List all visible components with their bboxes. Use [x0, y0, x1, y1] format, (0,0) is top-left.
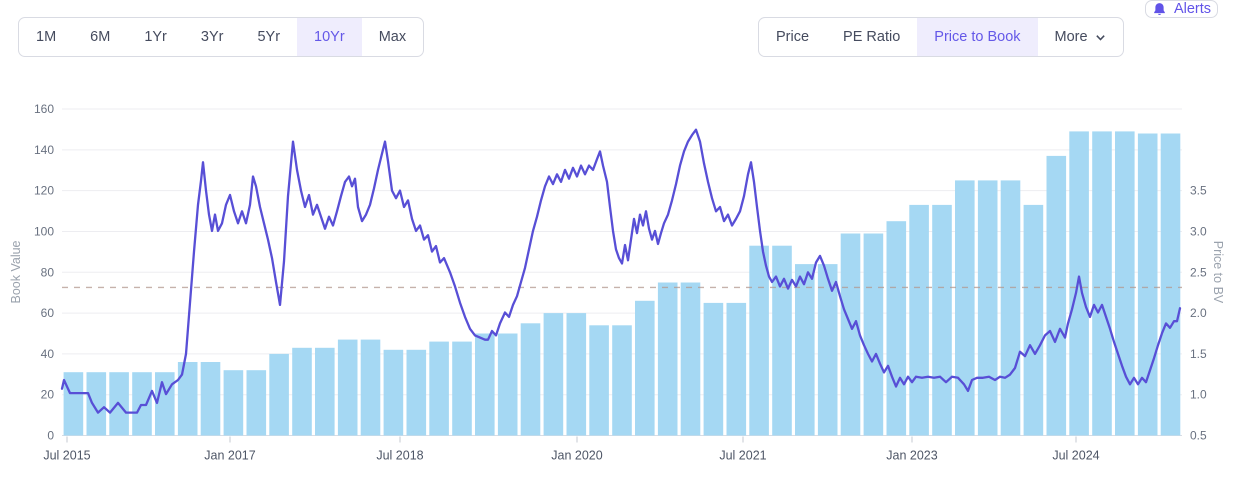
range-3yr[interactable]: 3Yr — [200, 29, 224, 45]
book-value-bar[interactable] — [1115, 131, 1135, 436]
left-axis-tick: 0 — [47, 429, 54, 443]
book-value-bar[interactable] — [589, 325, 609, 436]
book-value-bar[interactable] — [1092, 131, 1112, 436]
chevron-down-icon — [1095, 34, 1105, 41]
tab-pe-ratio[interactable]: PE Ratio — [843, 29, 901, 45]
book-value-bar[interactable] — [520, 323, 541, 436]
x-axis-label: Jul 2021 — [719, 449, 766, 463]
book-value-bar[interactable] — [497, 333, 518, 436]
left-axis-tick: 100 — [34, 224, 54, 238]
book-value-bar[interactable] — [932, 204, 952, 436]
book-value-bar[interactable] — [543, 313, 564, 436]
book-value-bar[interactable] — [429, 341, 449, 436]
left-axis-tick: 80 — [41, 265, 55, 279]
book-value-bar[interactable] — [1160, 133, 1181, 436]
x-axis-label: Jan 2023 — [886, 449, 937, 463]
book-value-bar[interactable] — [63, 372, 84, 436]
x-axis-label: Jul 2024 — [1052, 449, 1099, 463]
x-axis-label: Jan 2017 — [204, 449, 255, 463]
right-axis-tick: 2.0 — [1190, 306, 1207, 320]
book-value-bar[interactable] — [86, 372, 107, 436]
book-value-bar[interactable] — [223, 370, 244, 436]
tab-price[interactable]: Price — [776, 29, 810, 45]
left-axis-tick: 160 — [34, 102, 54, 116]
book-value-bar[interactable] — [977, 180, 998, 436]
range-max[interactable]: Max — [378, 29, 407, 45]
book-value-bar[interactable] — [566, 313, 587, 436]
right-axis-tick: 1.5 — [1190, 347, 1207, 361]
alerts-label: Alerts — [1173, 1, 1212, 17]
time-range-selector: 1M 6M 1Yr 3Yr 5Yr 10Yr Max — [18, 17, 425, 57]
book-value-bar[interactable] — [863, 233, 884, 436]
range-1m[interactable]: 1M — [36, 29, 57, 45]
book-value-bar[interactable] — [1023, 204, 1044, 436]
book-value-bar[interactable] — [246, 370, 267, 436]
book-value-bar[interactable] — [749, 245, 769, 436]
book-value-bar[interactable] — [840, 233, 861, 436]
left-axis-tick: 120 — [34, 184, 54, 198]
book-value-bar[interactable] — [269, 353, 289, 436]
book-value-bar[interactable] — [452, 341, 472, 436]
more-menu[interactable]: More — [1038, 18, 1123, 56]
book-value-bar[interactable] — [703, 302, 724, 436]
book-value-bar[interactable] — [817, 264, 838, 436]
right-axis-tick: 2.5 — [1190, 265, 1207, 279]
book-value-bar[interactable] — [155, 372, 175, 436]
book-value-bar[interactable] — [200, 362, 221, 436]
book-value-bar[interactable] — [1137, 133, 1158, 436]
book-value-bar[interactable] — [909, 204, 929, 436]
book-value-bar[interactable] — [337, 339, 358, 436]
x-axis-label: Jan 2020 — [551, 449, 602, 463]
book-value-bar[interactable] — [955, 180, 975, 436]
right-axis-tick: 3.0 — [1190, 224, 1207, 238]
left-axis-tick: 60 — [41, 306, 55, 320]
alerts-button[interactable]: Alerts — [1145, 0, 1218, 18]
right-axis-tick: 1.0 — [1190, 388, 1207, 402]
left-axis-tick: 40 — [41, 347, 55, 361]
book-value-bar[interactable] — [612, 325, 632, 436]
book-value-bar[interactable] — [726, 302, 747, 436]
book-value-bar[interactable] — [635, 300, 655, 436]
range-10yr[interactable]: 10Yr — [297, 18, 362, 56]
book-value-bar[interactable] — [1000, 180, 1021, 436]
metric-tabs: Price PE Ratio Price to Book More — [758, 17, 1124, 57]
book-value-bar[interactable] — [886, 221, 907, 436]
tab-price-to-book[interactable]: Price to Book — [917, 18, 1038, 56]
book-value-bar[interactable] — [795, 264, 815, 436]
x-axis-label: Jul 2018 — [376, 449, 423, 463]
range-5yr[interactable]: 5Yr — [257, 29, 281, 45]
book-value-bar[interactable] — [292, 347, 312, 436]
left-axis-tick: 140 — [34, 143, 54, 157]
range-6m[interactable]: 6M — [90, 29, 111, 45]
left-axis-title: Book Value — [9, 240, 23, 303]
right-axis-title: Price to BV — [1211, 241, 1225, 304]
book-value-bar[interactable] — [680, 282, 701, 436]
book-value-bar[interactable] — [772, 245, 792, 436]
book-value-bar[interactable] — [475, 333, 495, 436]
bell-icon — [1154, 2, 1165, 15]
left-axis-tick: 20 — [41, 388, 55, 402]
x-axis-label: Jul 2015 — [43, 449, 90, 463]
book-value-bar[interactable] — [315, 347, 335, 436]
book-value-bar[interactable] — [406, 349, 427, 436]
book-value-bar[interactable] — [360, 339, 381, 436]
range-1yr[interactable]: 1Yr — [144, 29, 167, 45]
book-value-bar[interactable] — [383, 349, 404, 436]
right-axis-tick: 0.5 — [1190, 429, 1207, 443]
book-value-bar[interactable] — [177, 362, 198, 436]
book-value-bar[interactable] — [1046, 155, 1067, 436]
price-to-bv-line[interactable] — [60, 128, 1182, 414]
right-axis-tick: 3.5 — [1190, 184, 1207, 198]
book-value-bar[interactable] — [657, 282, 678, 436]
